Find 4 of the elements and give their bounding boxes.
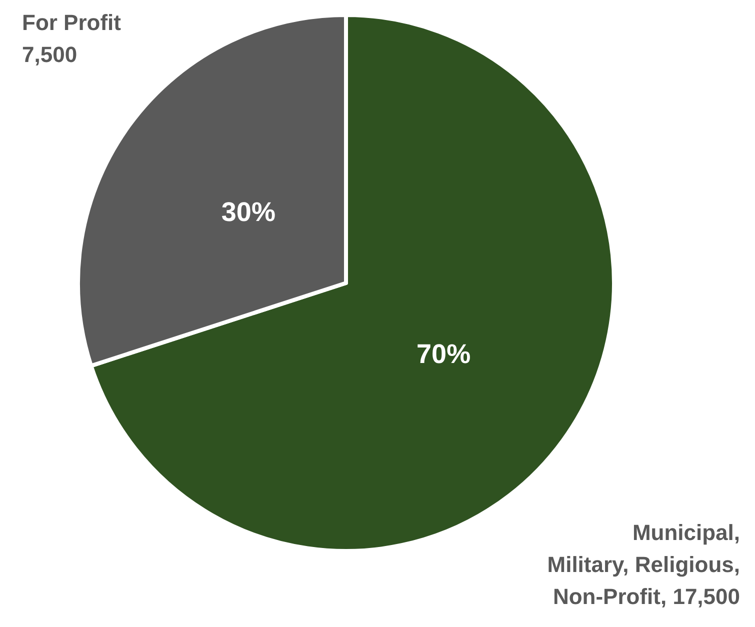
- slice-label: Municipal, Military, Religious, Non-Profit, 17,500: [547, 520, 740, 609]
- data-label: 70%: [416, 338, 471, 369]
- data-label: 30%: [221, 197, 276, 228]
- slice-label: For Profit 7,500: [22, 10, 122, 67]
